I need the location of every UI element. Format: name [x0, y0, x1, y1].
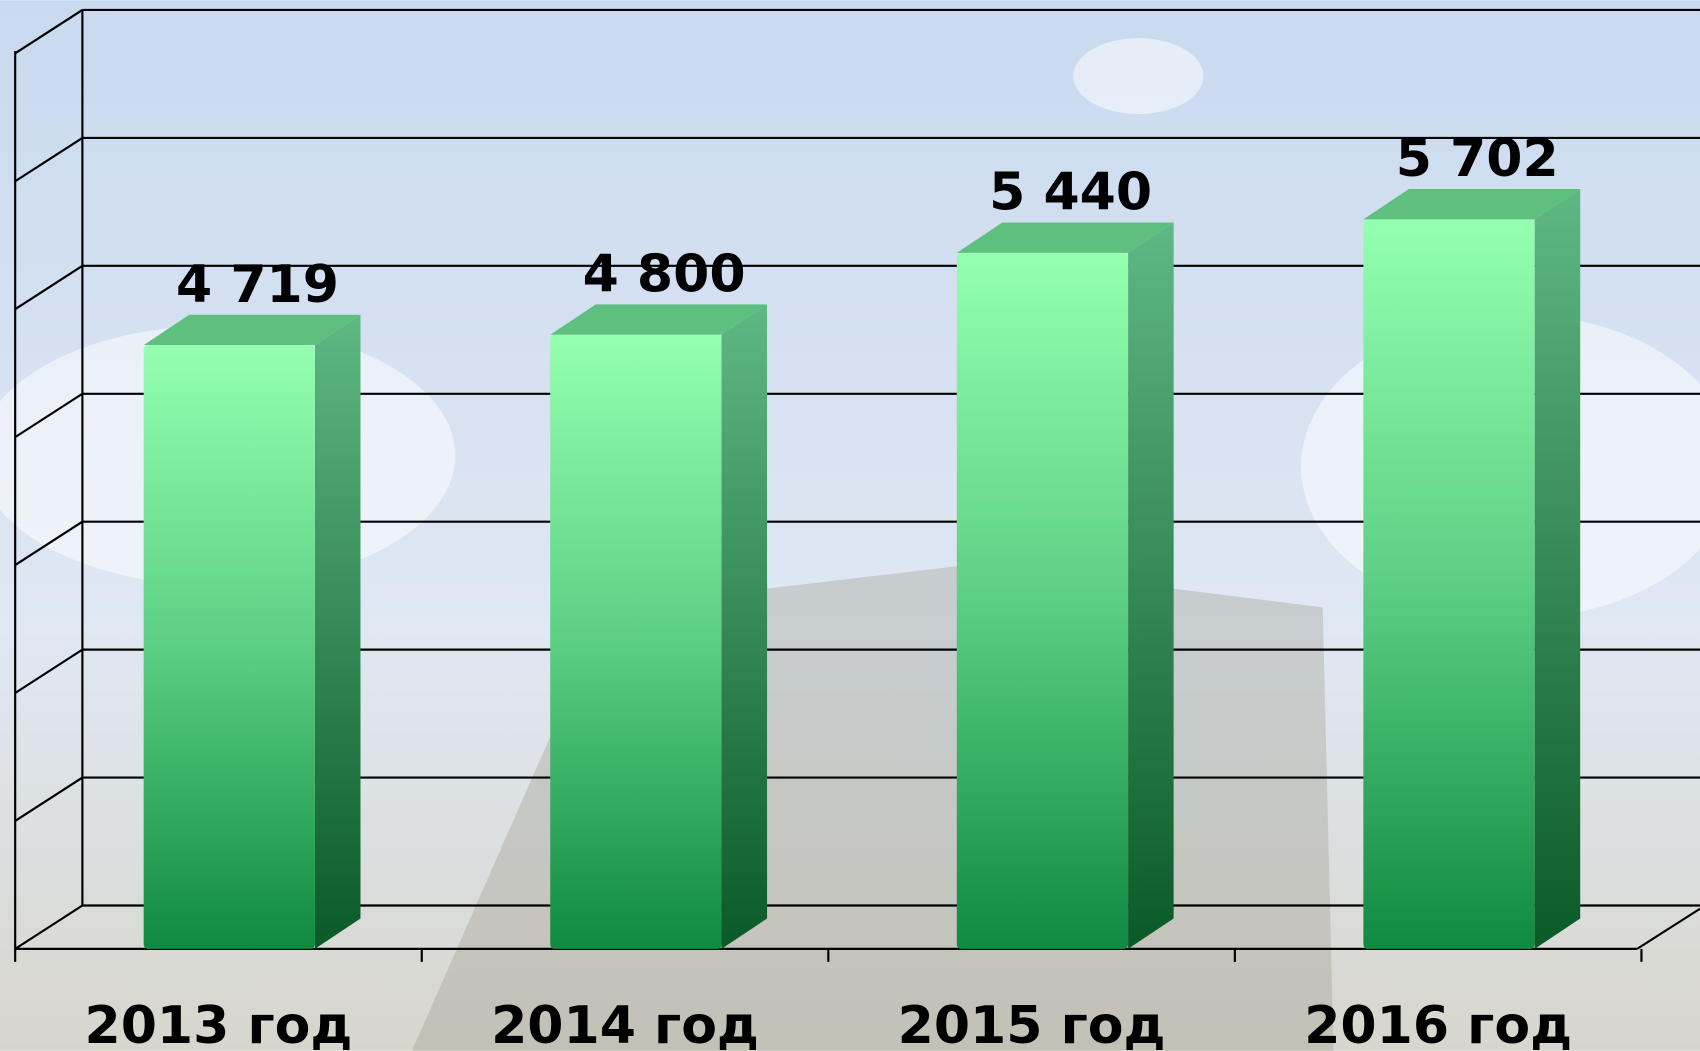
- x-tick-label: 2014 год: [491, 996, 759, 1051]
- x-tick-label: 2016 год: [1304, 996, 1572, 1051]
- page: {"chart_data": {"type": "bar3d", "catego…: [0, 0, 1700, 1051]
- bar-side: [722, 304, 768, 948]
- value-label: 4 800: [583, 244, 746, 304]
- bar: [1363, 219, 1534, 948]
- value-label: 5 440: [989, 163, 1152, 223]
- bar-side: [1128, 223, 1174, 949]
- chart: 2013 год 4 719 2014 год 4 800 2015 год 5 440 2…: [0, 0, 1700, 1051]
- x-tick-label: 2013 год: [85, 996, 353, 1051]
- bar-side: [1535, 189, 1581, 949]
- x-tick-label: 2015 год: [898, 996, 1166, 1051]
- value-label: 4 719: [176, 255, 339, 315]
- bar: [550, 335, 721, 949]
- value-label: 5 702: [1396, 129, 1559, 189]
- bar: [957, 253, 1128, 949]
- bar-side: [315, 315, 361, 949]
- bar: [144, 345, 315, 949]
